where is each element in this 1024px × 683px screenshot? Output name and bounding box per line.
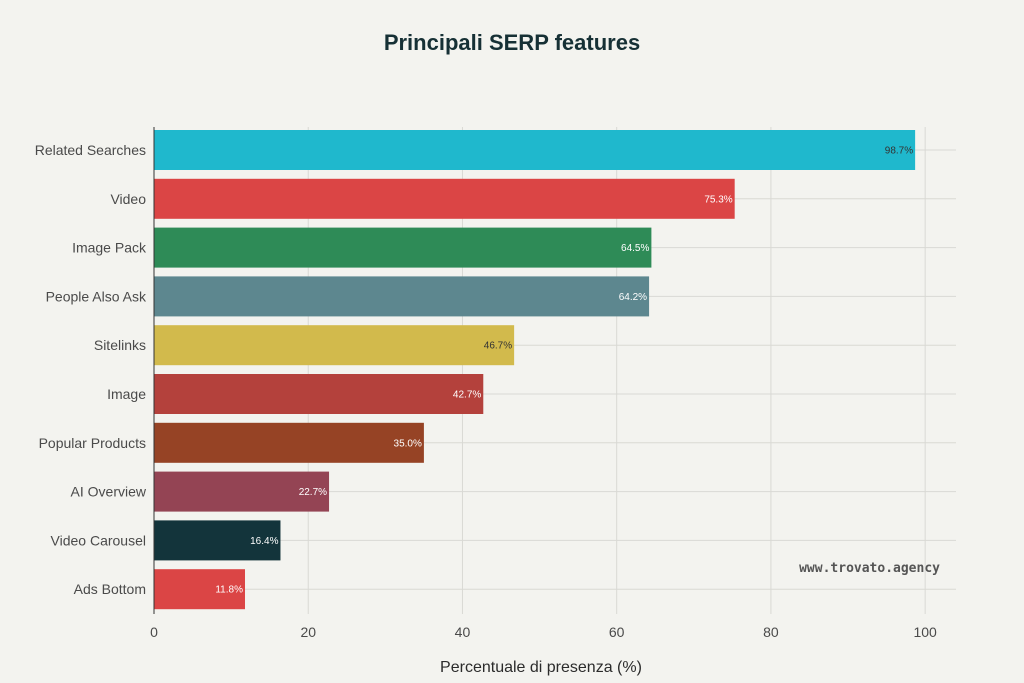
bar — [154, 471, 330, 512]
category-label: AI Overview — [71, 484, 147, 500]
category-labels: Related Searches Video Image Pack People Al… — [35, 142, 147, 597]
bar — [154, 422, 424, 463]
bar — [154, 374, 484, 414]
bar — [154, 520, 281, 561]
bar-data-label: 46.7% — [484, 341, 512, 352]
x-tick-label: 0 — [150, 624, 158, 640]
x-tick-label: 100 — [913, 624, 937, 640]
category-label: Image Pack — [72, 240, 147, 256]
bars: 98.7% 75.3% 64.5% 64.2% 46.7% 42.7% 35.0% 22.7%… — [154, 130, 916, 610]
category-label: People Also Ask — [46, 288, 147, 304]
bar-data-label: 22.7% — [299, 487, 327, 498]
bar-data-label: 42.7% — [453, 390, 481, 401]
category-label: Related Searches — [35, 142, 146, 158]
category-label: Video Carousel — [51, 532, 146, 548]
bar-data-label: 64.5% — [621, 243, 649, 254]
bar-data-label: 16.4% — [250, 536, 278, 547]
category-label: Sitelinks — [94, 337, 146, 353]
bar — [154, 178, 735, 219]
bar-data-label: 64.2% — [619, 292, 647, 303]
category-label: Ads Bottom — [74, 581, 146, 597]
bar — [154, 325, 515, 366]
x-tick-label: 60 — [609, 624, 625, 640]
bar — [154, 569, 245, 610]
x-axis-title: Percentuale di presenza (%) — [440, 659, 642, 676]
x-tick-labels: 0 20 40 60 80 100 — [150, 624, 937, 640]
category-label: Popular Products — [39, 435, 146, 451]
watermark: www.trovato.agency — [799, 561, 940, 576]
bar — [154, 130, 916, 170]
x-tick-label: 40 — [455, 624, 471, 640]
bar-data-label: 75.3% — [704, 194, 732, 205]
category-label: Image — [107, 386, 146, 402]
bar-data-label: 35.0% — [394, 438, 422, 449]
bar — [154, 227, 652, 268]
bar — [154, 276, 650, 317]
bar-data-label: 11.8% — [215, 585, 243, 596]
x-tick-label: 20 — [300, 624, 316, 640]
bar-data-label: 98.7% — [885, 146, 913, 157]
chart-title: Principali SERP features — [384, 30, 640, 55]
x-tick-label: 80 — [763, 624, 779, 640]
category-label: Video — [110, 191, 146, 207]
